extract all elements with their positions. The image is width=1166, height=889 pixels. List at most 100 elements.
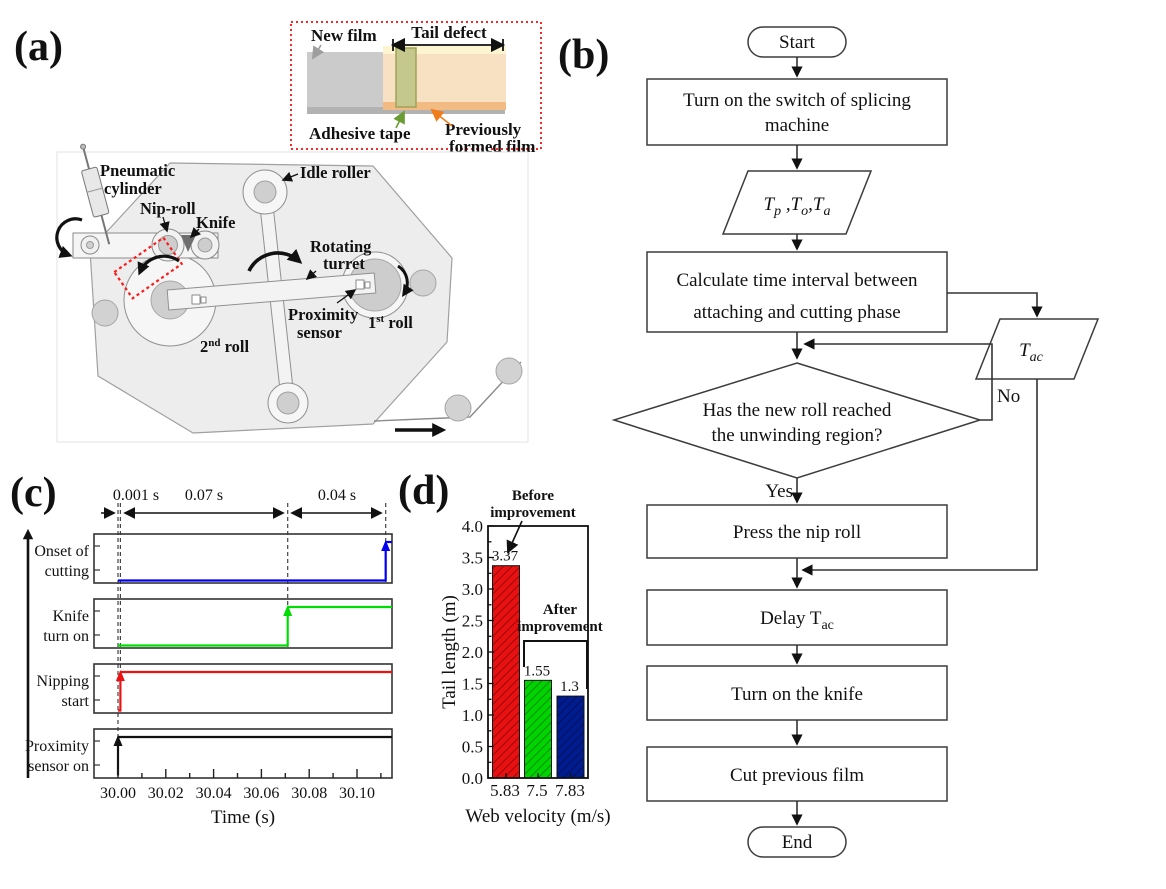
first-roll-label: 1st roll [368, 313, 413, 332]
tail-bar-value-0: 3.37 [492, 549, 519, 565]
flowchart-calculate-label-line1: Calculate time interval between [676, 270, 918, 291]
chart-y-ticks [488, 525, 494, 779]
before-improvement-line2: improvement [490, 505, 576, 521]
right-edge-roller [409, 269, 437, 297]
exit-roller-2 [444, 394, 472, 422]
turret-sensor-left [191, 294, 201, 305]
timing-dashed-lines [117, 503, 387, 757]
knife-pointer-icon [189, 227, 201, 239]
signal-panel-3 [93, 728, 393, 779]
flowchart-tac-label: Tac [1019, 340, 1044, 365]
y-tick-7: 3.5 [462, 549, 483, 568]
flowchart-switch-box [646, 78, 948, 146]
signal-labels: Onset of cutting Knife turn on Nipping s… [25, 543, 90, 775]
new-film-edge [307, 107, 505, 114]
panel-label-c: (c) [10, 470, 57, 516]
tail-bar-0 [492, 565, 520, 779]
x-tick-5: 30.10 [339, 785, 375, 802]
signal-panel-0 [93, 533, 393, 584]
signal-panel-2 [93, 663, 393, 714]
flow-branch-to-tac [947, 292, 1043, 318]
flowchart-switch-label-line2: machine [765, 115, 829, 136]
arm-rotation-arrow-icon [55, 217, 83, 258]
flowchart-switch-label-line1: Turn on the switch of splicing [683, 90, 911, 111]
after-improvement-line1: After [543, 602, 577, 618]
y-tick-0: 0.0 [462, 769, 483, 788]
signal-arrow-1 [283, 605, 293, 616]
flowchart-yes-label: Yes [765, 481, 793, 502]
bar-value-labels: 3.37 1.55 1.3 [492, 549, 579, 695]
x-tick-0: 30.00 [100, 785, 136, 802]
timing-x-ticks [117, 769, 382, 778]
signal-panels [93, 533, 393, 779]
rotating-turret-bar [166, 272, 377, 311]
signal-step-2 [118, 678, 122, 712]
flowchart-calculate-label-line2: attaching and cutting phase [693, 302, 900, 323]
flowchart-decision-label-line1: Has the new roll reached [703, 400, 892, 421]
tail-bar-value-1: 1.55 [524, 663, 550, 679]
category-2: 7.83 [555, 781, 585, 800]
category-1: 7.5 [526, 781, 547, 800]
signal-panel-yticks [94, 545, 100, 766]
flowchart-calculate-box [646, 251, 948, 333]
adhesive-tape-rect [395, 47, 417, 108]
signals [113, 540, 392, 776]
flowchart-cut-label: Cut previous film [730, 765, 864, 786]
flowchart-press-label: Press the nip roll [733, 522, 861, 543]
after-improvement-line2: improvement [517, 619, 603, 635]
signal-label-3-line2: sensor on [28, 758, 89, 775]
rotating-turret-label-line2: turret [323, 254, 365, 273]
signal-label-2-line1: Nipping [37, 673, 89, 690]
turret-sensor-left-2 [200, 296, 207, 304]
panel-label-d: (d) [398, 468, 449, 514]
cylinder-rod-bottom [100, 215, 111, 245]
after-improvement-bracket [523, 640, 588, 689]
signal-label-1-line1: Knife [53, 608, 89, 625]
chart-xlabel: Web velocity (m/s) [465, 806, 610, 827]
proximity-sensor-rect-2 [364, 281, 371, 289]
bottom-roller-hub [276, 391, 300, 415]
flowchart-no-label: No [997, 386, 1020, 407]
before-improvement-arrow-icon [506, 520, 523, 554]
panel-label-b: (b) [558, 32, 609, 78]
pneumatic-cylinder-label-line1: Pneumatic [100, 161, 175, 180]
signal-label-2-line2: start [61, 693, 89, 710]
idle-roller-pointer-icon [281, 171, 299, 182]
flowchart-delay-label: Delay Tac [760, 608, 834, 633]
interval-label-0: 0.001 s [113, 487, 159, 504]
x-tick-2: 30.04 [196, 785, 232, 802]
rotating-turret-pointer-icon [305, 269, 318, 281]
panel-label-a: (a) [14, 24, 63, 70]
cylinder-tip [80, 143, 87, 150]
signal-arrow-0 [381, 540, 391, 551]
new-film-arrow-icon [311, 44, 325, 60]
y-tick-4: 2.0 [462, 643, 483, 662]
timing-diagram: 0.001 s 0.07 s 0.04 s Onset of cutting K [22, 487, 393, 828]
tail-length-chart: 0.0 0.5 1.0 1.5 2.0 2.5 3.0 3.5 4.0 5.83… [439, 488, 611, 827]
flowchart-tac-parallelogram [974, 318, 1100, 380]
proximity-sensor-label-line1: Proximity [288, 305, 359, 324]
x-tick-3: 30.06 [243, 785, 279, 802]
y-tick-8: 4.0 [462, 517, 483, 536]
inset-dotted-border [290, 21, 542, 150]
flowchart-knife-label: Turn on the knife [731, 684, 863, 705]
signal-arrow-2 [115, 670, 125, 681]
interval-label-2: 0.04 s [318, 487, 356, 504]
idle-roller-label: Idle roller [300, 163, 371, 182]
proximity-sensor-pointer-icon [336, 289, 357, 304]
flowchart-end-node [747, 826, 847, 858]
tail-bar-2 [556, 695, 585, 779]
nip-roll-pointer-icon [159, 216, 170, 233]
signal-label-3-line1: Proximity [25, 738, 89, 755]
category-0: 5.83 [490, 781, 520, 800]
previously-formed-film-label-line1: Previously [445, 120, 522, 139]
flow-tac-return-line [801, 379, 1038, 576]
x-tick-1: 30.02 [148, 785, 184, 802]
turret-rotation-arrow-icon [247, 248, 303, 272]
chart-y-tick-labels: 0.0 0.5 1.0 1.5 2.0 2.5 3.0 3.5 4.0 [462, 517, 483, 788]
chart-x-ticks [505, 773, 572, 778]
second-roll-label: 2nd roll [200, 337, 249, 356]
before-improvement-line1: Before [512, 488, 555, 504]
signal-arrow-3 [113, 735, 123, 746]
